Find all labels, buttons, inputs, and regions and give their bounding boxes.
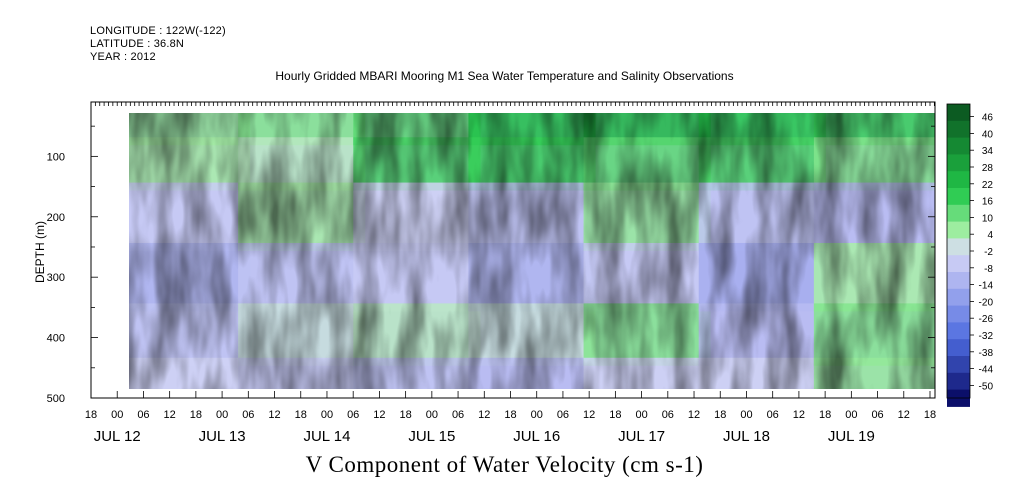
- x-day-label: JUL 16: [513, 428, 560, 445]
- latitude-label: LATITUDE : 36.8N: [90, 38, 185, 50]
- colorbar-label: -38: [979, 348, 994, 359]
- x-axis-title: V Component of Water Velocity (cm s-1): [305, 452, 704, 477]
- colorbar-label: 28: [982, 163, 994, 174]
- colorbar-label: 46: [982, 113, 994, 124]
- colorbar-label: -20: [979, 297, 994, 308]
- colorbar-label: 22: [982, 180, 994, 191]
- y-tick-label: 300: [47, 272, 65, 284]
- x-day-label: JUL 19: [828, 428, 875, 445]
- x-hour-tick-label: 12: [268, 409, 280, 421]
- colorbar-label: 10: [982, 213, 994, 224]
- colorbar-label: -2: [984, 247, 993, 258]
- colorbar-label: -44: [979, 365, 994, 376]
- colorbar-label: -26: [979, 314, 994, 325]
- y-tick-label: 500: [47, 393, 65, 405]
- x-day-label: JUL 13: [199, 428, 246, 445]
- x-hour-tick-label: 00: [845, 409, 857, 421]
- x-axis: 18 00 06 12 18 00 06 12 18 00 06 12 18 00 06 12 18 00 06 12…: [85, 391, 936, 445]
- x-hour-tick-label: 06: [662, 409, 674, 421]
- colorbar-label: -50: [979, 381, 994, 392]
- x-day-label: JUL 12: [94, 428, 141, 445]
- longitude-label: LONGITUDE : 122W(-122): [90, 25, 226, 37]
- x-hour-tick-label: 06: [242, 409, 254, 421]
- x-hour-tick-label: 00: [321, 409, 333, 421]
- plot-frame: [90, 101, 936, 399]
- x-hour-tick-label: 06: [137, 409, 149, 421]
- y-tick-label: 400: [47, 333, 65, 345]
- colorbar-label: -32: [979, 331, 994, 342]
- colorbar-label: 16: [982, 197, 994, 208]
- x-hour-tick-label: 12: [583, 409, 595, 421]
- x-day-label: JUL 15: [408, 428, 455, 445]
- y-axis-title: DEPTH (m): [33, 221, 47, 283]
- year-label: YEAR : 2012: [90, 51, 156, 63]
- x-hour-tick-label: 18: [295, 409, 307, 421]
- colorbar-label: -14: [979, 281, 994, 292]
- chart-title: Hourly Gridded MBARI Mooring M1 Sea Wate…: [275, 69, 734, 83]
- x-day-label: JUL 18: [723, 428, 770, 445]
- x-hour-tick-label: 12: [793, 409, 805, 421]
- x-hour-tick-label: 06: [767, 409, 779, 421]
- x-hour-tick-label: 06: [347, 409, 359, 421]
- y-tick-label: 200: [47, 212, 65, 224]
- x-hour-tick-label: 12: [164, 409, 176, 421]
- x-hour-tick-label: 00: [216, 409, 228, 421]
- x-hour-tick-label: 18: [504, 409, 516, 421]
- x-hour-tick-label: 18: [609, 409, 621, 421]
- x-hour-tick-label: 18: [85, 409, 97, 421]
- y-axis: 100 200 300 400 500: [47, 125, 935, 405]
- x-hour-tick-label: 06: [557, 409, 569, 421]
- x-hour-tick-label: 18: [819, 409, 831, 421]
- x-hour-tick-label: 18: [924, 409, 936, 421]
- x-hour-tick-label: 18: [714, 409, 726, 421]
- x-hour-tick-label: 18: [400, 409, 412, 421]
- x-day-label: JUL 14: [303, 428, 350, 445]
- colorbar-label: 4: [987, 230, 993, 241]
- heatmap-texture: [129, 113, 935, 389]
- colorbar-label: 40: [982, 129, 994, 140]
- x-hour-tick-label: 18: [190, 409, 202, 421]
- x-hour-tick-label: 00: [740, 409, 752, 421]
- x-hour-tick-label: 12: [898, 409, 910, 421]
- heatmap-field: [129, 113, 935, 389]
- y-tick-label: 100: [47, 151, 65, 163]
- x-hour-tick-label: 00: [635, 409, 647, 421]
- x-hour-tick-label: 00: [111, 409, 123, 421]
- x-hour-tick-label: 12: [478, 409, 490, 421]
- colorbar-label: 34: [982, 146, 994, 157]
- colorbar-label: -8: [984, 264, 993, 275]
- x-hour-tick-label: 00: [426, 409, 438, 421]
- colorbar: 46 40 34 28 22 16 10 4 -2 -8 -14 -20 -26 -32 -38 -44 -50: [946, 103, 994, 407]
- x-day-label: JUL 17: [618, 428, 665, 445]
- x-hour-tick-label: 00: [531, 409, 543, 421]
- x-hour-tick-label: 12: [688, 409, 700, 421]
- x-hour-tick-label: 06: [452, 409, 464, 421]
- x-hour-tick-label: 06: [871, 409, 883, 421]
- x-hour-tick-label: 12: [373, 409, 385, 421]
